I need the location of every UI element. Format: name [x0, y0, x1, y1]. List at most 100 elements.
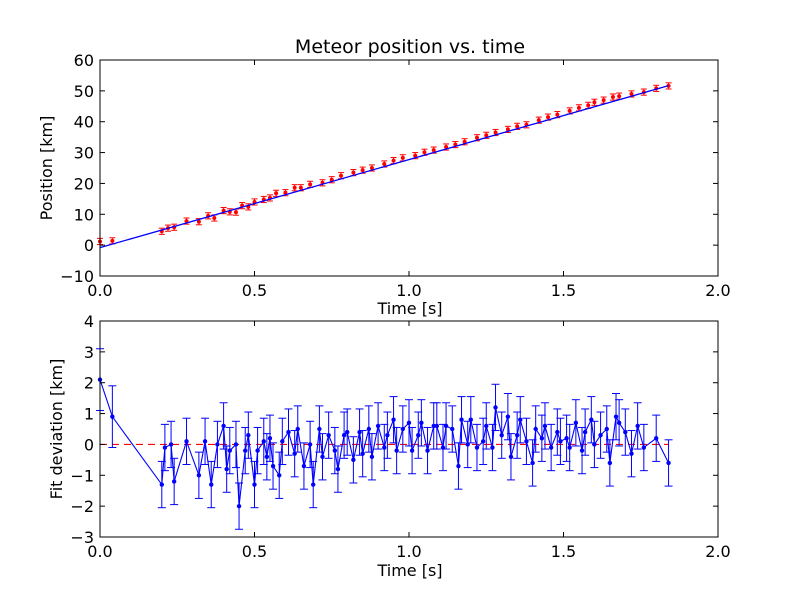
data-point — [391, 417, 396, 422]
data-point — [490, 445, 495, 450]
data-point — [425, 448, 430, 453]
x-tick-label: 2.0 — [705, 281, 730, 300]
data-point — [409, 448, 415, 453]
x-tick-label: 1.0 — [396, 542, 421, 561]
x-tick-label: 0.0 — [87, 281, 112, 300]
data-point — [345, 429, 350, 435]
data-point — [480, 439, 486, 444]
deviation-line — [99, 379, 670, 507]
data-point — [400, 155, 405, 160]
deviation-panel: 0.0 0.5 1.0 1.5 2.0 −3 −2 −1 0 1 2 3 4 Time [s] Fit … — [47, 312, 731, 580]
y-tick-label: 1 — [84, 405, 94, 424]
data-point — [391, 158, 396, 163]
y-tick-label: 60 — [74, 51, 94, 70]
data-point — [484, 133, 489, 138]
data-point — [610, 95, 615, 100]
data-point — [209, 482, 214, 487]
data-point — [601, 98, 606, 103]
data-point — [308, 182, 313, 187]
data-point — [110, 238, 115, 243]
data-point — [530, 460, 535, 466]
data-point — [360, 168, 365, 173]
data-point — [508, 454, 514, 459]
data-point — [431, 148, 436, 153]
data-point — [339, 173, 344, 178]
data-point — [252, 482, 257, 487]
data-point — [366, 426, 372, 432]
data-point — [542, 423, 548, 429]
data-point — [311, 482, 316, 487]
data-point — [385, 432, 390, 438]
data-point — [413, 153, 418, 158]
data-point — [629, 91, 634, 96]
data-point — [159, 482, 164, 487]
data-point — [295, 426, 300, 432]
x-tick-label: 0.5 — [242, 542, 267, 561]
y-tick-label: −1 — [70, 466, 94, 485]
data-point — [212, 215, 217, 220]
data-point — [524, 439, 529, 444]
data-point — [546, 115, 551, 120]
x-axis-label: Time [s] — [376, 299, 442, 318]
y-tick-label: −3 — [70, 528, 94, 547]
data-point — [576, 105, 581, 110]
data-point — [286, 429, 291, 435]
data-point — [505, 414, 511, 419]
x-tick-label: 2.0 — [705, 542, 730, 561]
y-tick-label: 50 — [74, 82, 94, 101]
y-tick-label: −10 — [60, 267, 94, 286]
data-point — [283, 190, 288, 195]
fit-line — [99, 84, 669, 249]
data-point — [579, 448, 585, 453]
data-point — [586, 103, 591, 108]
data-point — [592, 100, 597, 105]
data-point — [666, 460, 671, 466]
data-point — [341, 432, 347, 438]
y-axis-label: Position [km] — [37, 116, 56, 221]
plot-frame — [99, 320, 719, 538]
data-point — [162, 445, 168, 450]
data-point — [536, 118, 541, 123]
data-point — [267, 436, 273, 441]
data-point — [246, 432, 251, 438]
data-point — [360, 451, 365, 456]
data-point — [493, 130, 498, 135]
data-point — [227, 448, 232, 453]
data-point — [196, 219, 201, 224]
data-point — [394, 448, 399, 453]
data-point — [110, 414, 115, 419]
data-point — [450, 426, 455, 432]
data-point — [443, 423, 449, 429]
data-point — [292, 185, 297, 190]
data-point — [623, 429, 628, 435]
data-point — [369, 454, 375, 459]
data-point — [280, 439, 285, 444]
data-point — [236, 503, 242, 509]
y-tick-label: 40 — [74, 113, 94, 132]
data-point — [375, 423, 381, 429]
data-point — [215, 442, 220, 447]
y-tick-label: 0 — [84, 435, 94, 454]
data-point — [641, 445, 647, 450]
chart-title: Meteor position vs. time — [295, 36, 525, 58]
data-point — [255, 448, 260, 453]
data-point — [307, 442, 313, 447]
data-point — [564, 436, 569, 441]
y-tick-label: 30 — [74, 144, 94, 163]
data-point — [317, 426, 322, 432]
data-point — [277, 473, 282, 478]
y-tick-label: 0 — [84, 236, 94, 255]
data-point — [555, 112, 560, 117]
data-point — [635, 423, 640, 429]
x-axis-label: Time [s] — [376, 561, 442, 580]
data-point — [369, 166, 374, 170]
data-point — [261, 439, 266, 444]
data-point — [416, 432, 421, 438]
data-point — [617, 94, 622, 99]
data-point — [233, 442, 239, 447]
data-point — [629, 451, 634, 456]
data-point — [514, 432, 520, 438]
x-tick-label: 1.0 — [396, 281, 421, 300]
data-point — [184, 439, 189, 444]
data-point — [351, 457, 356, 463]
